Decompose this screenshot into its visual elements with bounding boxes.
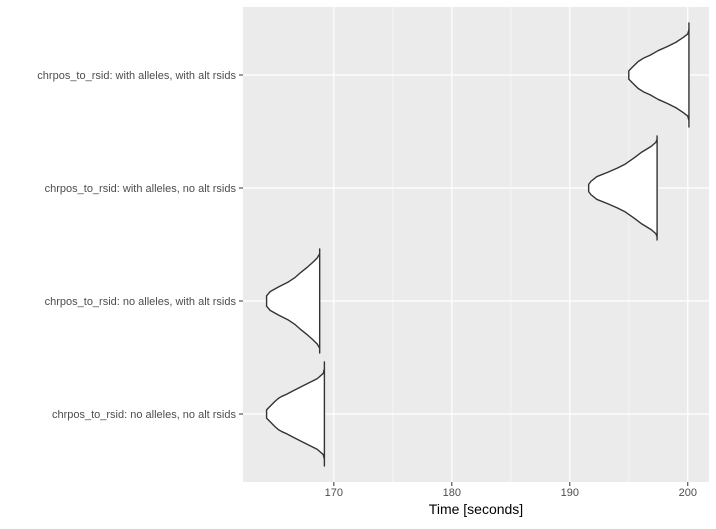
violin-shape (628, 22, 690, 128)
x-axis-labels: 170 180 190 200 (325, 482, 697, 499)
y-category-label: chrpos_to_rsid: with alleles, with alt r… (37, 70, 236, 82)
violin-shape (265, 361, 326, 467)
x-minor-grid (392, 7, 630, 482)
x-tick-label: 190 (561, 487, 579, 499)
x-axis-title: Time [seconds] (429, 501, 523, 517)
x-tick-label: 200 (679, 487, 697, 499)
y-axis-labels: chrpos_to_rsid: with alleles, with alt r… (37, 70, 243, 421)
y-category-label: chrpos_to_rsid: no alleles, no alt rsids (52, 409, 237, 421)
violin-shape (587, 135, 658, 241)
x-tick-label: 170 (325, 487, 343, 499)
violin-shape (265, 248, 321, 354)
y-category-label: chrpos_to_rsid: with alleles, no alt rsi… (45, 183, 237, 195)
y-category-label: chrpos_to_rsid: no alleles, with alt rsi… (45, 296, 237, 308)
violin-layer (265, 22, 690, 467)
x-tick-label: 180 (443, 487, 461, 499)
